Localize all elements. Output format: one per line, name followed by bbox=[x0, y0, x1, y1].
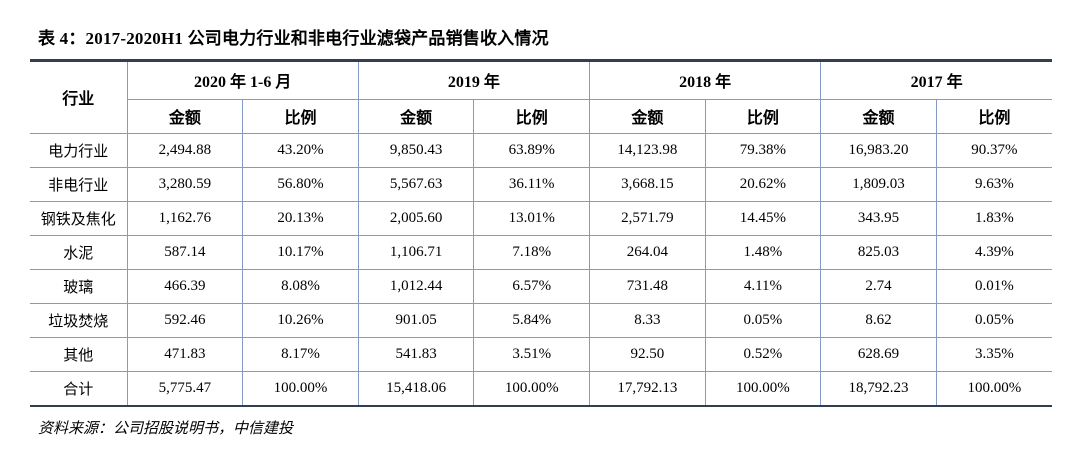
ratio-cell: 13.01% bbox=[473, 200, 591, 236]
amount-cell: 2.74 bbox=[820, 268, 937, 304]
amount-header: 金额 bbox=[127, 98, 244, 134]
amount-cell: 8.33 bbox=[589, 302, 706, 338]
ratio-cell: 9.63% bbox=[935, 166, 1052, 202]
ratio-cell: 100.00% bbox=[935, 370, 1052, 405]
amount-cell: 343.95 bbox=[820, 200, 937, 236]
ratio-cell: 0.05% bbox=[935, 302, 1052, 338]
amount-cell: 901.05 bbox=[357, 302, 475, 338]
amount-cell: 2,494.88 bbox=[126, 132, 244, 168]
ratio-cell: 10.17% bbox=[242, 234, 359, 270]
period-header-2018: 2018 年 bbox=[589, 62, 822, 100]
amount-cell: 587.14 bbox=[126, 234, 244, 270]
ratio-header: 比例 bbox=[935, 98, 1052, 134]
ratio-cell: 4.39% bbox=[935, 234, 1052, 270]
ratio-cell: 0.01% bbox=[935, 268, 1052, 304]
ratio-header: 比例 bbox=[704, 98, 822, 134]
table-row: 其他 471.83 8.17% 541.83 3.51% 92.50 0.52% 628.69… bbox=[30, 336, 1052, 372]
ratio-cell: 4.11% bbox=[704, 268, 822, 304]
table-row: 非电行业 3,280.59 56.80% 5,567.63 36.11% 3,668.15… bbox=[30, 166, 1052, 202]
amount-cell: 731.48 bbox=[589, 268, 706, 304]
amount-header: 金额 bbox=[357, 98, 475, 134]
amount-cell: 825.03 bbox=[820, 234, 937, 270]
industry-cell: 水泥 bbox=[30, 234, 128, 270]
amount-cell: 1,162.76 bbox=[126, 200, 244, 236]
ratio-cell: 5.84% bbox=[473, 302, 591, 338]
amount-cell: 628.69 bbox=[820, 336, 937, 372]
ratio-cell: 3.51% bbox=[473, 336, 591, 372]
amount-cell: 466.39 bbox=[126, 268, 244, 304]
amount-cell: 3,668.15 bbox=[589, 166, 706, 202]
page-title: 表 4：2017-2020H1 公司电力行业和非电行业滤袋产品销售收入情况 bbox=[38, 29, 549, 48]
amount-cell: 14,123.98 bbox=[589, 132, 706, 168]
table-row: 水泥 587.14 10.17% 1,106.71 7.18% 264.04 1.48% 82… bbox=[30, 234, 1052, 270]
ratio-cell: 56.80% bbox=[242, 166, 359, 202]
sales-revenue-table: 行业 2020 年 1-6 月 2019 年 2018 年 2017 年 金额 … bbox=[30, 62, 1052, 405]
table-row: 玻璃 466.39 8.08% 1,012.44 6.57% 731.48 4.11% 2.7… bbox=[30, 268, 1052, 304]
sales-revenue-table-wrap: 行业 2020 年 1-6 月 2019 年 2018 年 2017 年 金额 … bbox=[30, 59, 1052, 407]
ratio-cell: 0.05% bbox=[704, 302, 822, 338]
amount-cell: 3,280.59 bbox=[126, 166, 244, 202]
ratio-cell: 6.57% bbox=[473, 268, 591, 304]
period-header-2020h1: 2020 年 1-6 月 bbox=[126, 62, 359, 100]
period-header-2017: 2017 年 bbox=[820, 62, 1052, 100]
ratio-cell: 36.11% bbox=[473, 166, 591, 202]
industry-column-header: 行业 bbox=[30, 62, 128, 134]
amount-cell: 15,418.06 bbox=[357, 370, 475, 405]
source-note: 资料来源：公司招股说明书，中信建投 bbox=[38, 421, 294, 437]
amount-cell: 471.83 bbox=[126, 336, 244, 372]
ratio-cell: 79.38% bbox=[704, 132, 822, 168]
ratio-cell: 100.00% bbox=[704, 370, 822, 405]
amount-cell: 8.62 bbox=[820, 302, 937, 338]
amount-cell: 1,809.03 bbox=[820, 166, 937, 202]
amount-cell: 2,571.79 bbox=[589, 200, 706, 236]
industry-cell: 合计 bbox=[30, 370, 128, 405]
amount-cell: 5,567.63 bbox=[357, 166, 475, 202]
table-row: 垃圾焚烧 592.46 10.26% 901.05 5.84% 8.33 0.05% 8.62… bbox=[30, 302, 1052, 338]
ratio-cell: 20.62% bbox=[704, 166, 822, 202]
amount-cell: 92.50 bbox=[589, 336, 706, 372]
amount-cell: 2,005.60 bbox=[357, 200, 475, 236]
ratio-cell: 63.89% bbox=[473, 132, 591, 168]
industry-cell: 非电行业 bbox=[30, 166, 128, 202]
ratio-cell: 20.13% bbox=[242, 200, 359, 236]
amount-cell: 264.04 bbox=[589, 234, 706, 270]
amount-cell: 16,983.20 bbox=[820, 132, 937, 168]
ratio-cell: 1.48% bbox=[704, 234, 822, 270]
ratio-header: 比例 bbox=[242, 98, 359, 134]
amount-header: 金额 bbox=[589, 98, 706, 134]
ratio-cell: 3.35% bbox=[935, 336, 1052, 372]
amount-cell: 9,850.43 bbox=[357, 132, 475, 168]
industry-cell: 垃圾焚烧 bbox=[30, 302, 128, 338]
amount-cell: 1,012.44 bbox=[357, 268, 475, 304]
amount-cell: 17,792.13 bbox=[589, 370, 706, 405]
ratio-cell: 100.00% bbox=[242, 370, 359, 405]
amount-cell: 592.46 bbox=[126, 302, 244, 338]
table-row: 钢铁及焦化 1,162.76 20.13% 2,005.60 13.01% 2,571.7… bbox=[30, 200, 1052, 236]
ratio-cell: 1.83% bbox=[935, 200, 1052, 236]
ratio-cell: 8.08% bbox=[242, 268, 359, 304]
industry-cell: 电力行业 bbox=[30, 132, 128, 168]
amount-cell: 18,792.23 bbox=[820, 370, 937, 405]
industry-cell: 钢铁及焦化 bbox=[30, 200, 128, 236]
ratio-cell: 7.18% bbox=[473, 234, 591, 270]
ratio-cell: 100.00% bbox=[473, 370, 591, 405]
table-row: 电力行业 2,494.88 43.20% 9,850.43 63.89% 14,123.9… bbox=[30, 132, 1052, 168]
ratio-cell: 43.20% bbox=[242, 132, 359, 168]
industry-cell: 其他 bbox=[30, 336, 128, 372]
ratio-cell: 0.52% bbox=[704, 336, 822, 372]
ratio-cell: 8.17% bbox=[242, 336, 359, 372]
table-row: 合计 5,775.47 100.00% 15,418.06 100.00% 17,792.… bbox=[30, 370, 1052, 405]
amount-cell: 1,106.71 bbox=[357, 234, 475, 270]
amount-cell: 5,775.47 bbox=[126, 370, 244, 405]
ratio-cell: 90.37% bbox=[935, 132, 1052, 168]
amount-cell: 541.83 bbox=[357, 336, 475, 372]
ratio-cell: 14.45% bbox=[704, 200, 822, 236]
industry-cell: 玻璃 bbox=[30, 268, 128, 304]
ratio-header: 比例 bbox=[473, 98, 591, 134]
period-header-2019: 2019 年 bbox=[357, 62, 591, 100]
ratio-cell: 10.26% bbox=[242, 302, 359, 338]
amount-header: 金额 bbox=[820, 98, 937, 134]
